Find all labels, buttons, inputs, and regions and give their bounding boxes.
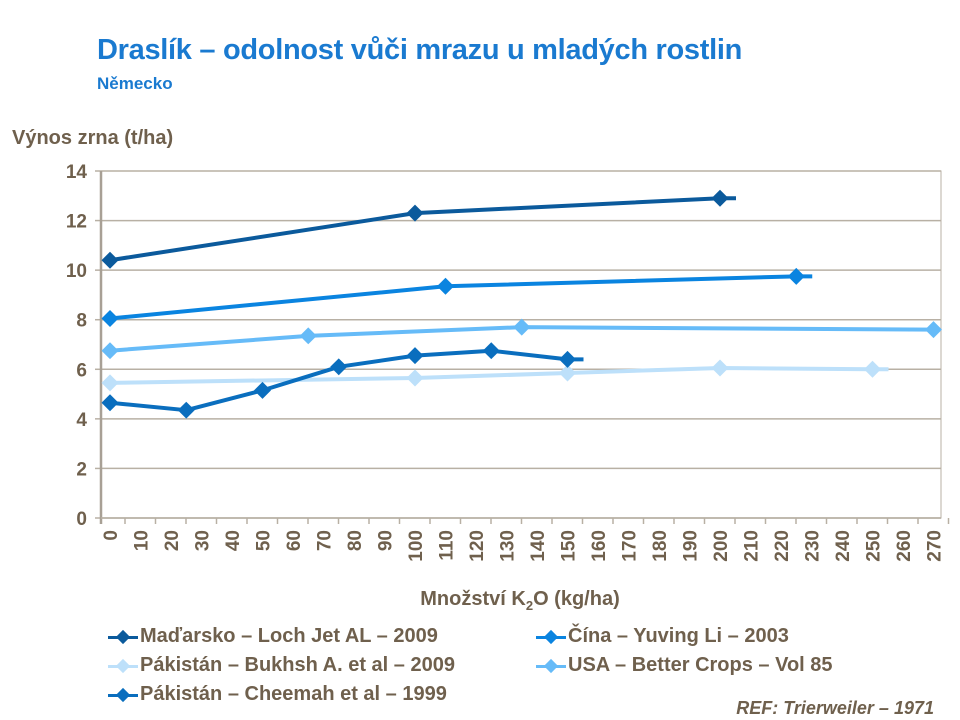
x-tick-label: 50 [254, 530, 275, 551]
x-tick-label: 240 [833, 530, 854, 562]
legend-label: Čína – Yuving Li – 2003 [568, 625, 789, 647]
legend-label: Maďarsko – Loch Jet AL – 2009 [140, 625, 438, 647]
legend-item: Pákistán – Bukhsh A. et al – 2009 [108, 654, 455, 677]
y-tick-label: 4 [76, 410, 87, 431]
chart-title: Draslík – odolnost vůči mrazu u mladých … [97, 34, 742, 66]
x-tick-label: 200 [711, 530, 732, 562]
legend-label: USA – Better Crops – Vol 85 [568, 654, 833, 676]
series-line-1 [109, 274, 813, 321]
legend-item: USA – Better Crops – Vol 85 [536, 654, 833, 677]
data-point-marker [101, 309, 119, 327]
series-line-4 [109, 348, 584, 413]
y-tick-label: 12 [66, 212, 87, 233]
data-point-marker [513, 318, 531, 336]
y-tick-label: 2 [76, 459, 87, 480]
reference-note: REF: Trierweiler – 1971 [736, 698, 934, 718]
x-tick-label: 140 [528, 530, 549, 562]
x-tick-label: 20 [162, 530, 183, 551]
data-point-marker [925, 321, 942, 339]
x-tick-label: 190 [681, 530, 702, 562]
legend-item: Pákistán – Cheemah et al – 1999 [108, 683, 447, 706]
data-point-marker [177, 401, 195, 419]
x-tick-label: 250 [864, 530, 885, 562]
data-point-marker [299, 327, 317, 345]
legend-item: Čína – Yuving Li – 2003 [536, 625, 789, 648]
data-point-marker [101, 394, 119, 412]
data-point-marker [711, 359, 729, 377]
x-tick-label: 0 [101, 530, 122, 541]
x-tick-label: 180 [650, 530, 671, 562]
data-point-marker [406, 347, 424, 365]
x-axis-label-rest: O (kg/ha) [533, 588, 620, 610]
series-line-0 [109, 196, 736, 263]
x-tick-label: 160 [589, 530, 610, 562]
x-tick-label: 80 [345, 530, 366, 551]
x-tick-label: 170 [620, 530, 641, 562]
y-tick-label: 10 [66, 261, 87, 282]
x-tick-label: 220 [772, 530, 793, 562]
x-tick-label: 270 [925, 530, 946, 562]
series-line-2 [109, 366, 889, 385]
data-point-marker [559, 364, 576, 382]
data-point-marker [330, 358, 348, 376]
x-tick-label: 120 [467, 530, 488, 562]
data-point-marker [101, 342, 119, 360]
data-point-marker [406, 369, 424, 387]
legend-label: Pákistán – Cheemah et al – 1999 [140, 683, 447, 705]
y-tick-label: 14 [66, 162, 88, 183]
x-tick-label: 230 [803, 530, 824, 562]
data-point-marker [254, 381, 271, 399]
legend-item: Maďarsko – Loch Jet AL – 2009 [108, 625, 438, 648]
legend-marker-icon [108, 627, 138, 647]
y-tick-label: 0 [76, 509, 87, 530]
y-tick-label: 8 [76, 311, 87, 332]
data-point-marker [406, 204, 424, 222]
x-tick-label: 60 [284, 530, 305, 551]
series-line-3 [109, 325, 934, 353]
legend-marker-icon [108, 685, 138, 705]
data-point-marker [787, 267, 805, 285]
data-point-marker [101, 251, 119, 269]
x-tick-label: 130 [498, 530, 519, 562]
x-tick-label: 10 [132, 530, 153, 551]
legend-marker-icon [536, 656, 566, 676]
legend-marker-icon [108, 656, 138, 676]
chart-subtitle: Německo [97, 74, 173, 93]
x-tick-label: 110 [437, 530, 458, 561]
data-point-marker [101, 374, 119, 392]
data-point-marker [864, 360, 881, 378]
data-point-marker [482, 342, 500, 360]
plot-area [100, 170, 942, 519]
legend-label: Pákistán – Bukhsh A. et al – 2009 [140, 654, 455, 676]
legend-marker-icon [536, 627, 566, 647]
x-tick-label: 30 [193, 530, 214, 551]
x-axis-label-sub: 2 [525, 598, 534, 613]
y-axis-label: Výnos zrna (t/ha) [12, 127, 174, 149]
x-tick-label: 90 [376, 530, 397, 551]
x-axis-label-main: Množství K [420, 588, 526, 610]
data-point-marker [437, 277, 454, 295]
x-tick-label: 210 [742, 530, 763, 562]
x-tick-label: 70 [315, 530, 336, 551]
x-tick-label: 260 [894, 530, 915, 562]
x-tick-label: 40 [223, 530, 244, 551]
x-tick-label: 150 [559, 530, 580, 562]
x-tick-label: 100 [406, 530, 427, 562]
y-tick-label: 6 [76, 360, 87, 381]
x-axis-label: Množství K2O (kg/ha) [0, 588, 960, 613]
data-point-marker [559, 350, 576, 368]
data-point-marker [711, 189, 729, 207]
